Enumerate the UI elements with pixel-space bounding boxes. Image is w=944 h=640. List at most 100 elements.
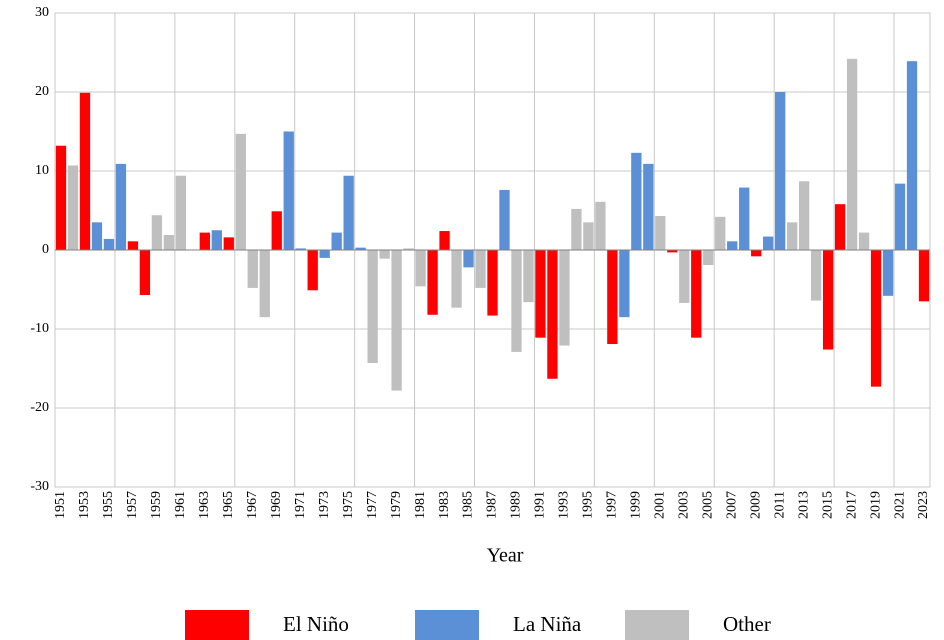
- bar: [727, 241, 738, 250]
- bar: [427, 250, 438, 315]
- x-tick-label: 1995: [581, 491, 596, 519]
- x-tick-label: 1987: [485, 491, 500, 519]
- y-tick-label: -30: [30, 479, 49, 494]
- x-tick-label: 2009: [748, 491, 763, 519]
- x-tick-label: 1985: [461, 491, 476, 519]
- x-tick-label: 2013: [796, 491, 811, 519]
- bar: [739, 187, 750, 250]
- bar: [787, 222, 798, 250]
- y-tick-label: -20: [30, 400, 49, 415]
- bar: [870, 250, 882, 387]
- bar: [547, 250, 558, 379]
- bar: [247, 250, 258, 288]
- x-tick-label: 1959: [149, 491, 164, 519]
- x-tick-label: 1989: [509, 491, 524, 519]
- bar: [571, 208, 582, 250]
- bar: [223, 237, 234, 250]
- bar: [810, 250, 822, 301]
- x-tick-label: 1993: [557, 491, 572, 519]
- bar: [103, 238, 115, 250]
- bar: [271, 211, 282, 250]
- bar: [619, 250, 630, 318]
- x-tick-label: 1979: [389, 491, 404, 519]
- x-tick-label: 1961: [173, 491, 188, 519]
- x-tick-label: 2019: [868, 491, 883, 519]
- bar: [91, 222, 103, 250]
- bar: [918, 250, 930, 302]
- y-tick-label: 30: [35, 5, 49, 20]
- x-tick-label: 1991: [533, 491, 548, 519]
- x-tick-label: 2015: [820, 491, 835, 519]
- bar: [715, 216, 726, 250]
- legend-label: El Niño: [283, 612, 349, 636]
- bar: [882, 250, 894, 296]
- x-tick-label: 2007: [724, 491, 739, 519]
- x-tick-label: 2017: [844, 491, 859, 519]
- x-tick-label: 2005: [700, 491, 715, 519]
- bar: [607, 250, 618, 345]
- bar: [115, 163, 127, 250]
- x-tick-label: 1951: [53, 491, 68, 519]
- x-tick-label: 2011: [772, 491, 787, 518]
- x-tick-label: 1967: [245, 491, 260, 519]
- bar: [175, 175, 187, 250]
- bar: [283, 131, 294, 250]
- y-tick-label: -10: [30, 321, 49, 336]
- bar: [798, 181, 810, 250]
- x-tick-label: 1963: [197, 491, 212, 519]
- bar: [643, 163, 654, 250]
- bar: [391, 250, 402, 391]
- bar: [139, 250, 151, 296]
- bar: [523, 250, 534, 303]
- bar: [403, 248, 414, 250]
- x-tick-label: 2001: [653, 491, 668, 519]
- bar: [235, 133, 246, 250]
- bar: [367, 250, 378, 363]
- bar: [355, 247, 366, 250]
- bar: [55, 145, 67, 250]
- bar: [307, 250, 318, 291]
- legend-label: Other: [723, 612, 771, 636]
- bar: [751, 250, 762, 257]
- bar: [846, 58, 858, 250]
- bar: [79, 92, 91, 250]
- x-tick-label: 1999: [629, 491, 644, 519]
- bar: [379, 250, 390, 259]
- bar: [775, 92, 786, 250]
- bar: [199, 232, 210, 250]
- bar: [211, 230, 222, 250]
- bar: [463, 250, 474, 268]
- bar: [655, 216, 666, 250]
- x-tick-label: 1969: [269, 491, 284, 519]
- bar: [67, 165, 79, 250]
- bar: [559, 250, 570, 346]
- bar: [858, 232, 870, 250]
- bar: [331, 232, 342, 250]
- bar: [319, 250, 330, 258]
- x-tick-label: 1965: [221, 491, 236, 519]
- bar: [595, 201, 606, 250]
- bar: [415, 250, 426, 287]
- bar: [583, 222, 594, 250]
- x-tick-label: 1997: [605, 491, 620, 519]
- bar: [763, 236, 774, 250]
- x-tick-label: 1977: [365, 491, 380, 519]
- bar: [631, 152, 642, 250]
- bar: [894, 183, 906, 250]
- bar: [834, 204, 846, 250]
- x-tick-label: 2021: [892, 491, 907, 519]
- bar: [127, 241, 139, 250]
- x-tick-label: 1981: [413, 491, 428, 519]
- legend-swatch: [625, 610, 689, 640]
- bar: [259, 250, 270, 318]
- legend-swatch: [415, 610, 479, 640]
- x-tick-label: 1955: [101, 491, 116, 519]
- x-tick-label: 1957: [125, 491, 140, 519]
- bar: [691, 250, 702, 338]
- bar: [451, 250, 462, 308]
- x-tick-label: 2023: [916, 491, 931, 519]
- bar: [535, 250, 546, 338]
- bar: [511, 250, 522, 352]
- bar: [439, 231, 450, 250]
